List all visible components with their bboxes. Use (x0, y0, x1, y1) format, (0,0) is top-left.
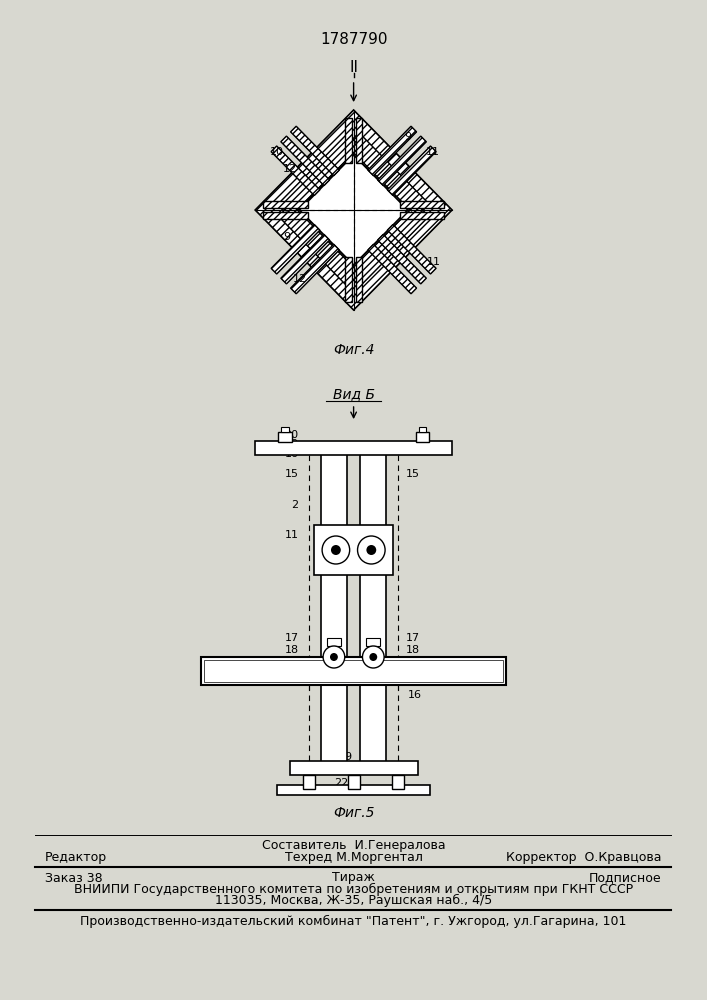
Text: 9: 9 (283, 232, 291, 242)
Bar (348, 775, 360, 789)
Text: 9: 9 (404, 132, 411, 142)
Bar (255, 441, 452, 455)
Polygon shape (281, 136, 329, 186)
Text: 113035, Москва, Ж-35, Раушская наб., 4/5: 113035, Москва, Ж-35, Раушская наб., 4/5 (215, 893, 492, 907)
Polygon shape (300, 155, 408, 265)
Bar (314, 525, 393, 575)
Bar (321, 450, 346, 685)
Text: Техред М.Моргентал: Техред М.Моргентал (285, 850, 423, 863)
Text: 16: 16 (408, 690, 422, 700)
Polygon shape (368, 126, 416, 176)
Bar (416, 432, 429, 442)
Bar (281, 427, 288, 432)
Text: Тираж: Тираж (332, 871, 375, 884)
Circle shape (366, 545, 376, 555)
Text: 20: 20 (284, 430, 298, 440)
Text: 11: 11 (426, 147, 439, 157)
Bar (419, 427, 426, 432)
Circle shape (330, 653, 338, 661)
Polygon shape (291, 244, 339, 294)
Text: ВНИИПИ Государственного комитета по изобретениям и открытиям при ГКНТ СССР: ВНИИПИ Государственного комитета по изоб… (74, 882, 633, 896)
Circle shape (363, 646, 384, 668)
Text: 15: 15 (406, 469, 420, 479)
Bar (201, 657, 506, 685)
Circle shape (331, 545, 341, 555)
Polygon shape (345, 118, 351, 163)
Text: Подписное: Подписное (589, 871, 662, 884)
Text: 12: 12 (293, 274, 307, 284)
Polygon shape (387, 224, 436, 274)
Text: Производственно-издательский комбинат "Патент", г. Ужгород, ул.Гагарина, 101: Производственно-издательский комбинат "П… (81, 914, 627, 928)
Circle shape (323, 646, 345, 668)
Bar (361, 685, 386, 763)
Polygon shape (279, 134, 360, 216)
Text: Фиг.4: Фиг.4 (333, 343, 374, 357)
Circle shape (358, 536, 385, 564)
Text: ΙΙ: ΙΙ (349, 60, 358, 75)
Text: 10: 10 (270, 147, 284, 157)
Text: 12: 12 (283, 164, 297, 174)
Polygon shape (399, 201, 444, 208)
Polygon shape (271, 224, 320, 274)
Text: Корректор  О.Кравцова: Корректор О.Кравцова (506, 850, 662, 863)
Bar (303, 775, 315, 789)
Text: 18: 18 (284, 645, 298, 655)
Text: Вид Б: Вид Б (332, 387, 375, 401)
Text: 17: 17 (406, 633, 420, 643)
Bar (392, 775, 404, 789)
Bar (321, 685, 346, 763)
Circle shape (322, 536, 350, 564)
Polygon shape (399, 212, 444, 219)
Polygon shape (347, 134, 428, 216)
Polygon shape (291, 126, 339, 176)
Text: 18: 18 (406, 645, 420, 655)
Polygon shape (378, 234, 426, 284)
Bar (204, 660, 503, 682)
Text: 15: 15 (284, 469, 298, 479)
Polygon shape (300, 155, 408, 265)
Text: 16: 16 (284, 449, 298, 459)
Polygon shape (356, 118, 363, 163)
Polygon shape (387, 146, 436, 196)
Polygon shape (263, 212, 308, 219)
Text: 19: 19 (339, 752, 353, 762)
Polygon shape (281, 234, 329, 284)
Text: 1: 1 (204, 670, 211, 680)
Bar (290, 761, 418, 775)
Bar (366, 638, 380, 646)
Text: 19: 19 (255, 657, 269, 667)
Text: 22: 22 (334, 778, 348, 788)
Text: 11: 11 (284, 530, 298, 540)
Text: Составитель  И.Генералова: Составитель И.Генералова (262, 840, 445, 852)
Polygon shape (356, 257, 363, 302)
Circle shape (369, 653, 378, 661)
Text: Фиг.5: Фиг.5 (333, 806, 374, 820)
Bar (278, 432, 291, 442)
Polygon shape (378, 136, 426, 186)
Polygon shape (347, 204, 428, 286)
Text: 19: 19 (284, 439, 298, 449)
Polygon shape (255, 110, 452, 310)
Polygon shape (279, 204, 360, 286)
Bar (277, 785, 430, 795)
Bar (361, 450, 386, 685)
Polygon shape (271, 146, 320, 196)
Text: Заказ 38: Заказ 38 (45, 871, 103, 884)
Text: 2: 2 (291, 500, 298, 510)
Polygon shape (368, 244, 416, 294)
Polygon shape (345, 257, 351, 302)
Text: Редактор: Редактор (45, 850, 107, 863)
Text: 11: 11 (427, 257, 441, 267)
Text: 1787790: 1787790 (320, 32, 387, 47)
Bar (327, 638, 341, 646)
Text: 17: 17 (284, 633, 298, 643)
Polygon shape (263, 201, 308, 208)
